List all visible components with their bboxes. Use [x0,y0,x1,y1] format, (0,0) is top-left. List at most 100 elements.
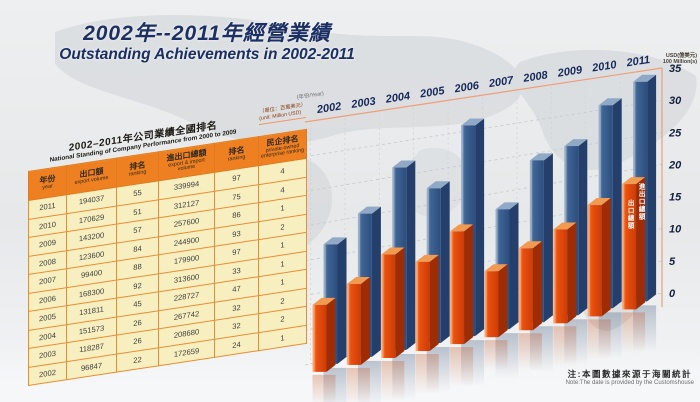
performance-table: 年份 year 出口額 export volume 排名 ranking 進出口總額 expo… [28,128,307,386]
year-axis-line [304,67,663,123]
year-label-2010: 2010 [590,59,618,75]
bar-export-2009-top [553,222,577,230]
year-axis-caption: (年份/Year) [296,89,324,101]
bar-total-2008-top [529,153,553,161]
bar-export-2007 [484,271,499,338]
bar-export-2002-highlight [312,304,315,372]
value-axis-unit-zh: USD(億美元) [665,53,697,59]
bar-export-2005 [415,261,430,352]
tick-label-35: 35 [669,63,682,75]
main-title-zh: 2002年--2011年經營業績 [83,22,331,45]
bar-label-export: 出口總額 [626,198,635,230]
year-label-2005: 2005 [418,85,446,101]
bar-export-2002 [312,304,327,372]
bar-total-2010-top [598,98,622,106]
bar-total-2004-side [406,160,416,350]
bar-export-2009 [553,229,568,324]
bar-export-2005-side [429,254,439,352]
table-unit-label: （單位：百萬美元） (unit: Million USD) [259,101,306,126]
bar-export-2011 [622,184,637,310]
year-label-2008: 2008 [522,69,550,85]
tick-label-5: 5 [669,256,676,268]
bar-export-2011-top [622,177,646,185]
bar-total-2002-side [337,237,347,364]
source-note: 注:本圖數據來源于海關統計 Note:The date is provided … [566,368,694,386]
reflection [312,374,336,402]
bar-export-2004 [381,254,396,358]
bar-total-2009-top [564,139,588,147]
year-label-2004: 2004 [384,90,411,106]
bar-total-2010-side [612,98,622,309]
bar-export-2010-side [601,198,611,317]
bar-chart: 0 5 10 15 20 25 30 35 (年份/Year) 2002 2003 2004 2005 2… [290,53,700,402]
bar-export-2008-highlight [518,248,522,331]
reflection [484,340,508,370]
bar-export-2011-highlight [622,184,625,310]
bar-export-2007-top [484,264,508,272]
bar-export-2004-highlight [381,254,384,358]
year-label-2009: 2009 [556,64,584,80]
bar-export-2003 [346,284,361,365]
reflection [346,367,370,402]
bar-total-2005-top [426,181,450,189]
bar-export-2002-side [326,297,336,372]
bar-total-2011-top [633,74,657,82]
source-note-zh: 注:本圖數據來源于海關統計 [567,369,692,379]
bar-export-2011-side [636,177,646,310]
year-label-2006: 2006 [453,80,481,96]
reflection [622,312,646,353]
bar-total-2006-side [475,118,485,337]
reflection [450,347,474,388]
reflection [381,360,405,401]
bar-total-2004-top [392,160,416,168]
tick-label-15: 15 [669,192,682,204]
bar-export-2006-side [464,224,474,345]
bar-export-2008 [518,248,533,331]
bar-total-2008-side [543,153,553,323]
bar-chart-svg: 0 5 10 15 20 25 30 35 (年份/Year)2002 2003 2004 2005 2… [296,54,682,402]
bar-export-2003-highlight [346,284,350,365]
bar-total-2005-side [440,181,450,344]
bar-export-2010-top [587,198,611,206]
source-note-en: Note:The date is provided by the Customs… [565,380,694,386]
bar-total-2008-highlight [529,160,533,323]
tick-label-30: 30 [669,95,682,107]
bar-export-2006 [450,231,465,345]
bar-total-2007-side [509,202,519,330]
bar-label-total: 進出口總額 [637,181,646,220]
bar-total-2003-side [371,206,381,357]
bar-export-2004-side [395,247,405,358]
bar-export-2008-top [518,241,542,249]
main-title: 2002年--2011年經營業績 Outstanding Achievement… [52,22,362,63]
bar-export-2008-side [532,241,542,331]
bar-export-2009-highlight [553,229,556,324]
value-axis-unit-label: USD(億美元) 100 Million(s) [627,53,697,66]
reflection [415,354,439,395]
performance-table-panel: 2002–2011年公司業績全國排名 National Standing of … [28,100,307,386]
main-title-en: Outstanding Achievements in 2002-2011 [59,46,355,64]
year-label-2002: 2002 [315,101,342,117]
tick-label-0: 0 [669,288,676,300]
bar-export-2003-side [360,277,370,365]
bar-export-2007-highlight [484,271,487,338]
bar-total-2002-top [323,237,347,245]
reflection [518,333,542,371]
value-axis-unit-en: 100 Million(s) [662,59,697,66]
bar-export-2004-top [381,247,405,255]
bar-export-2006-highlight [450,231,453,345]
bar-export-2007-side [498,264,508,338]
tick-label-25: 25 [668,127,682,139]
bar-export-2002-top [312,297,336,305]
tick-label-10: 10 [669,224,682,236]
bar-total-2009-side [578,139,588,316]
bar-total-2011-side [647,74,657,302]
year-label-2007: 2007 [487,74,515,90]
bar-export-2010 [587,205,602,317]
reflection [587,319,611,360]
bar-export-2005-highlight [415,261,418,352]
year-label-2003: 2003 [350,95,377,111]
bar-export-2010-highlight [587,205,590,317]
reflection [553,326,577,367]
tick-label-20: 20 [668,159,682,171]
